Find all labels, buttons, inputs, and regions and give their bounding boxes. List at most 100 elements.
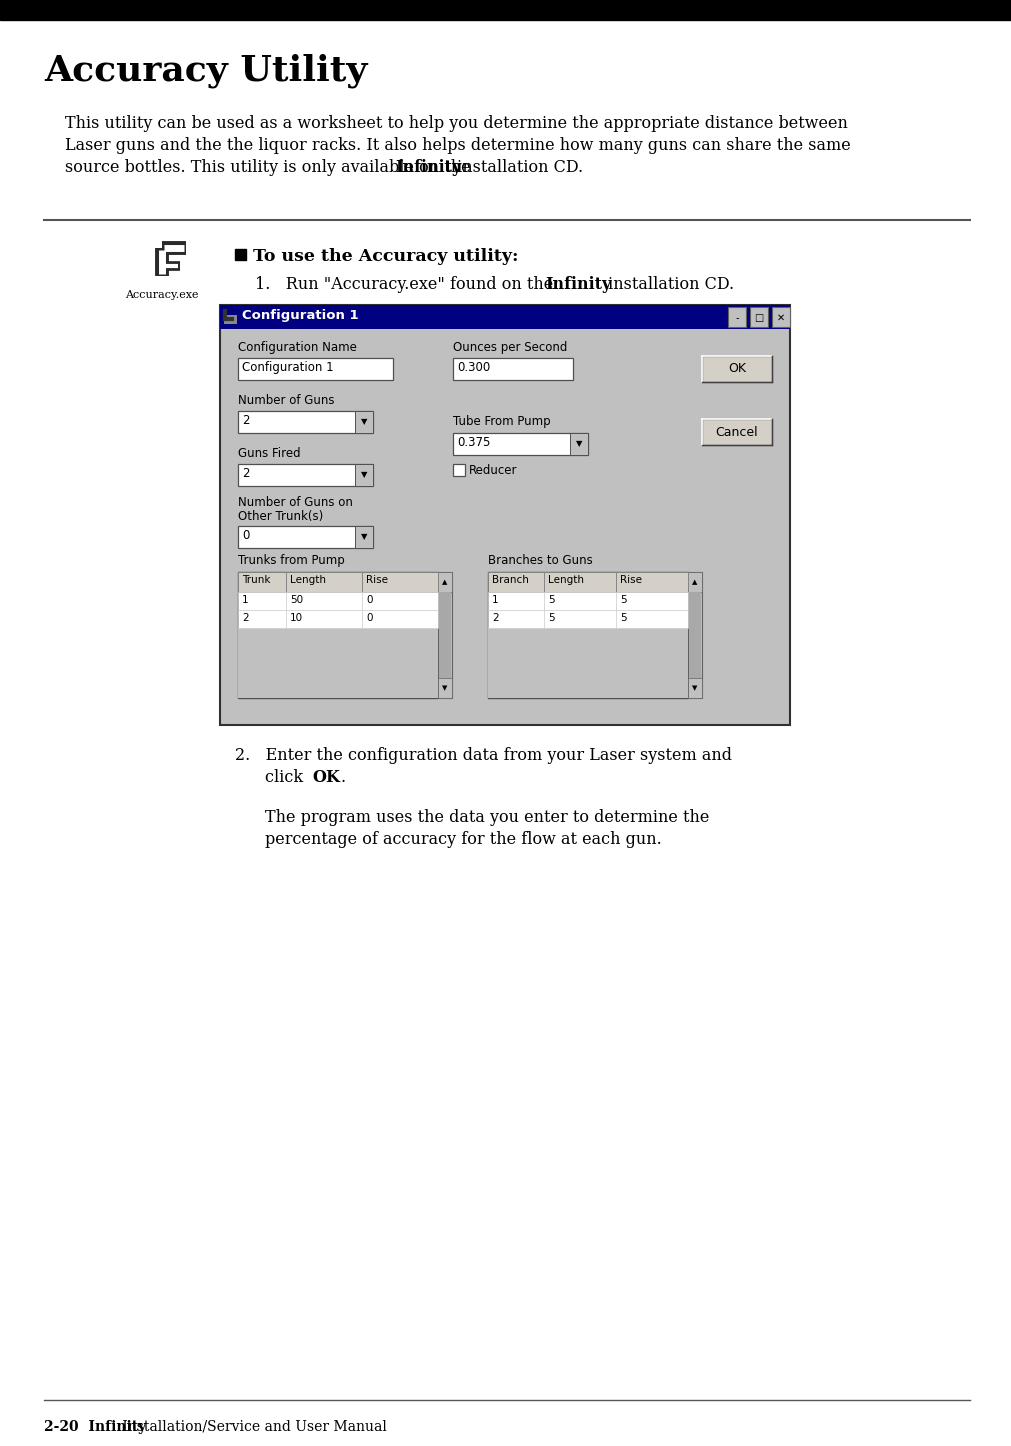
Text: The program uses the data you enter to determine the: The program uses the data you enter to d… — [265, 808, 709, 826]
Bar — [544, 610, 616, 628]
Text: percentage of accuracy for the flow at each gun.: percentage of accuracy for the flow at e… — [265, 831, 661, 847]
Bar — [616, 591, 687, 610]
Bar — [749, 307, 767, 327]
Text: ▼: ▼ — [360, 470, 367, 480]
Text: ▲: ▲ — [692, 578, 697, 586]
Bar — [238, 591, 286, 610]
Text: ▼: ▼ — [575, 440, 581, 448]
Text: Number of Guns: Number of Guns — [238, 393, 335, 406]
Bar — [238, 573, 438, 698]
Text: To use the Accuracy utility:: To use the Accuracy utility: — [253, 249, 518, 265]
Text: ✕: ✕ — [776, 312, 785, 322]
Text: 50: 50 — [290, 594, 303, 604]
Text: 5: 5 — [548, 594, 554, 604]
Text: Configuration Name: Configuration Name — [238, 341, 357, 354]
Bar — [438, 678, 452, 698]
Bar — [487, 573, 687, 698]
Text: ▲: ▲ — [442, 578, 447, 586]
Bar — [238, 610, 286, 628]
Bar — [569, 432, 587, 455]
Bar — [238, 464, 373, 486]
Bar — [771, 307, 790, 327]
Text: ▼: ▼ — [360, 532, 367, 541]
Text: Trunks from Pump: Trunks from Pump — [238, 554, 345, 567]
Bar — [687, 573, 702, 591]
Text: 10: 10 — [290, 613, 303, 623]
Text: Rise: Rise — [620, 576, 641, 586]
Text: OK: OK — [727, 363, 745, 376]
Bar — [238, 628, 438, 698]
Bar — [439, 591, 451, 678]
Bar — [688, 591, 701, 678]
Text: 0: 0 — [366, 613, 372, 623]
Bar — [616, 573, 687, 591]
Text: Accuracy.exe: Accuracy.exe — [125, 291, 198, 299]
Bar — [544, 573, 616, 591]
Bar — [238, 359, 392, 380]
Text: 2.   Enter the configuration data from your Laser system and: 2. Enter the configuration data from you… — [235, 748, 731, 763]
Text: Installation/Service and User Manual: Installation/Service and User Manual — [118, 1420, 386, 1434]
Bar — [487, 573, 544, 591]
Text: 0: 0 — [366, 594, 372, 604]
Text: Branches to Guns: Branches to Guns — [487, 554, 592, 567]
Bar — [702, 419, 771, 445]
Bar — [487, 610, 544, 628]
Bar — [544, 591, 616, 610]
Text: Number of Guns on: Number of Guns on — [238, 496, 353, 509]
Bar — [355, 526, 373, 548]
Bar — [219, 305, 790, 724]
Text: Other Trunk(s): Other Trunk(s) — [238, 510, 323, 523]
Text: 2: 2 — [242, 414, 250, 427]
Text: source bottles. This utility is only available on the: source bottles. This utility is only ava… — [65, 159, 475, 176]
Text: Configuration 1: Configuration 1 — [242, 362, 334, 375]
Text: Ounces per Second: Ounces per Second — [453, 341, 567, 354]
Bar — [0, 0, 1011, 20]
Bar — [362, 610, 438, 628]
Bar — [286, 573, 362, 591]
Text: 0.300: 0.300 — [457, 362, 489, 375]
Bar — [487, 591, 544, 610]
Text: Rise: Rise — [366, 576, 387, 586]
Text: Length: Length — [548, 576, 583, 586]
Text: Infinity: Infinity — [545, 276, 611, 294]
Bar — [355, 411, 373, 432]
Text: Accuracy Utility: Accuracy Utility — [43, 54, 367, 88]
Text: Tube From Pump: Tube From Pump — [453, 415, 550, 428]
Bar — [487, 628, 687, 698]
Bar — [687, 573, 702, 698]
Text: 5: 5 — [548, 613, 554, 623]
Text: installation CD.: installation CD. — [603, 276, 733, 294]
Bar — [235, 249, 246, 260]
Bar — [362, 573, 438, 591]
Bar — [286, 610, 362, 628]
Text: 1: 1 — [491, 594, 498, 604]
Bar — [616, 610, 687, 628]
Bar — [223, 315, 237, 324]
Text: Trunk: Trunk — [242, 576, 270, 586]
Bar — [727, 307, 745, 327]
Text: Branch: Branch — [491, 576, 529, 586]
Bar — [687, 678, 702, 698]
Text: 2-20  Infinity: 2-20 Infinity — [43, 1420, 147, 1434]
Text: Laser guns and the the liquor racks. It also helps determine how many guns can s: Laser guns and the the liquor racks. It … — [65, 137, 850, 155]
Text: Reducer: Reducer — [468, 464, 517, 477]
Text: .: . — [341, 769, 346, 787]
Text: 2: 2 — [491, 613, 498, 623]
Text: Configuration 1: Configuration 1 — [242, 309, 358, 322]
Text: ▼: ▼ — [360, 418, 367, 427]
Text: 2: 2 — [242, 467, 250, 480]
Text: Length: Length — [290, 576, 326, 586]
Bar — [238, 411, 373, 432]
Text: 1.   Run "Accuracy.exe" found on the: 1. Run "Accuracy.exe" found on the — [255, 276, 558, 294]
Bar — [438, 573, 452, 698]
Text: □: □ — [753, 312, 763, 322]
Text: installation CD.: installation CD. — [452, 159, 582, 176]
Bar — [362, 591, 438, 610]
Text: 2: 2 — [242, 613, 249, 623]
Bar — [702, 356, 771, 382]
Text: 5: 5 — [620, 613, 626, 623]
Text: Infinity: Infinity — [394, 159, 461, 176]
Text: 1: 1 — [242, 594, 249, 604]
Text: 0: 0 — [242, 529, 249, 542]
Bar — [453, 432, 587, 455]
